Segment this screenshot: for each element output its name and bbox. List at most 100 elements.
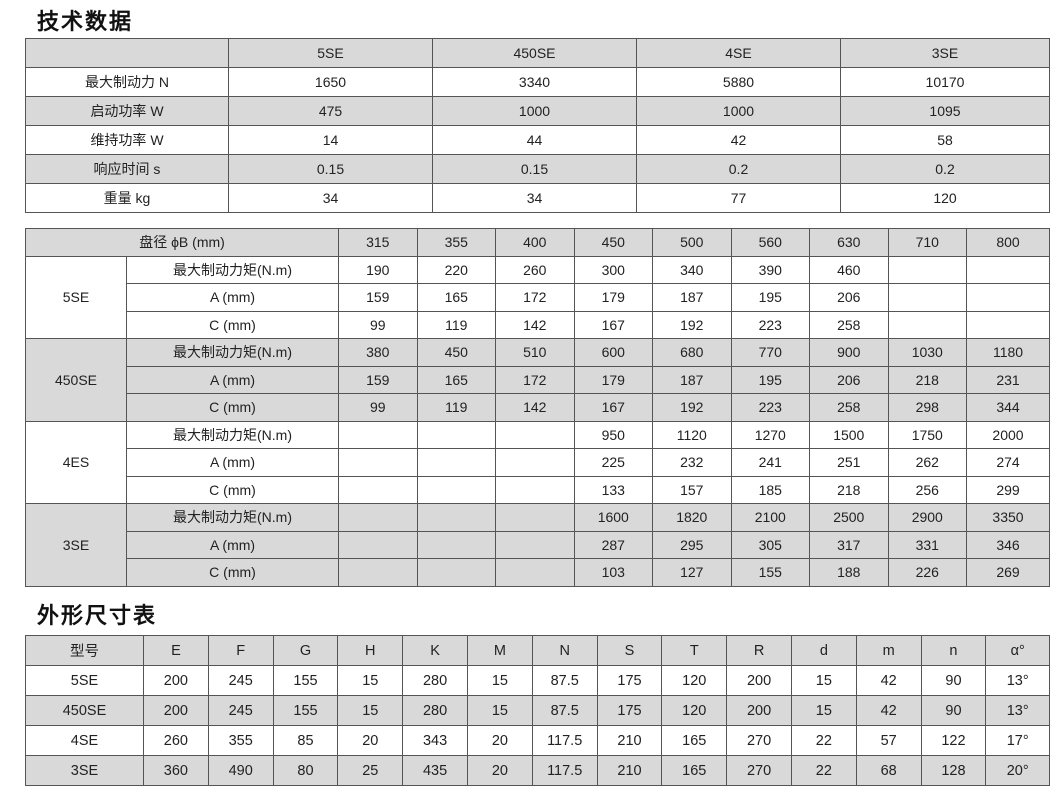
- table-cell: 192: [652, 393, 732, 422]
- table-cell: 206: [809, 283, 889, 312]
- table-cell: 260: [495, 255, 575, 284]
- table-cell: 223: [730, 310, 811, 339]
- table-cell: 87.5: [531, 665, 598, 696]
- table-cell: 225: [573, 448, 654, 477]
- table-cell: 20: [337, 725, 404, 756]
- table-cell: 14: [228, 125, 433, 155]
- table-cell: 77: [636, 183, 841, 213]
- table-cell: 435: [402, 755, 468, 786]
- table-cell: 298: [887, 393, 968, 422]
- table-cell: 15: [790, 665, 857, 696]
- table-row: A (mm) 159 165 172 179 187 195 206 218 231: [25, 365, 1050, 394]
- table-cell: 42: [636, 125, 841, 155]
- column-header: 800: [966, 228, 1050, 257]
- table-cell: 3350: [966, 503, 1050, 532]
- table-cell: 210: [596, 725, 663, 756]
- column-header: H: [337, 635, 404, 666]
- table-cell: 258: [809, 393, 889, 422]
- table-cell: 245: [207, 665, 274, 696]
- table-header-row: 盘径 ϕB (mm) 315 355 400 450 500 560 630 710 800: [24, 228, 1050, 257]
- table-cell: 223: [730, 393, 811, 422]
- table-cell: 380: [338, 338, 418, 367]
- table-cell: 22: [790, 725, 857, 756]
- table-cell: 200: [143, 665, 209, 696]
- table-cell: 510: [495, 338, 575, 367]
- table-cell: 1000: [432, 96, 637, 126]
- column-header: 630: [809, 228, 889, 257]
- table-row: 3SE 最大制动力矩(N.m) 1600 1820 2100 2500 2900 3350: [25, 503, 1050, 587]
- table-cell: [338, 503, 418, 532]
- table-cell: 22: [790, 755, 857, 786]
- table-cell: 1750: [887, 420, 968, 449]
- table-cell: 155: [272, 695, 339, 726]
- table-cell: 120: [840, 183, 1050, 213]
- table-cell: 0.2: [840, 154, 1050, 184]
- table-cell: 190: [338, 255, 418, 284]
- model-label: 5SE: [25, 255, 127, 339]
- table-cell: 13°: [985, 695, 1050, 726]
- column-header: 5SE: [228, 38, 433, 68]
- table-cell: 172: [495, 283, 575, 312]
- table-cell: 157: [652, 475, 732, 504]
- table-cell: [966, 310, 1050, 339]
- table-cell: 390: [730, 255, 811, 284]
- table-cell: 13°: [985, 665, 1050, 696]
- table-cell: 165: [661, 755, 728, 786]
- table-cell: 232: [652, 448, 732, 477]
- column-header: 355: [416, 228, 497, 257]
- table-cell: 87.5: [531, 695, 598, 726]
- tech-data-title: 技术数据: [37, 10, 134, 35]
- row-label: A (mm): [125, 283, 340, 312]
- table-cell: [338, 448, 418, 477]
- column-header: m: [855, 635, 922, 666]
- table-cell: [416, 475, 497, 504]
- table-cell: 142: [495, 393, 575, 422]
- disc-diameter-label: 盘径 ϕB (mm): [24, 228, 340, 257]
- table-cell: 475: [228, 96, 433, 126]
- model-label: 450SE: [25, 338, 127, 422]
- row-label: 重量 kg: [25, 183, 229, 213]
- column-header: 500: [652, 228, 732, 257]
- table-cell: 90: [920, 665, 987, 696]
- table-cell: 260: [143, 725, 209, 756]
- column-header: M: [466, 635, 533, 666]
- disc-diameter-table: 盘径 ϕB (mm) 315 355 400 450 500 560 630 710 800 5SE…: [24, 228, 1050, 587]
- table-cell: 1095: [840, 96, 1050, 126]
- row-label: A (mm): [125, 365, 340, 394]
- column-header: [25, 38, 229, 68]
- table-cell: 1820: [652, 503, 732, 532]
- table-cell: 1000: [636, 96, 841, 126]
- table-cell: 0.15: [228, 154, 433, 184]
- column-header: d: [790, 635, 857, 666]
- table-cell: 200: [143, 695, 209, 726]
- table-cell: 165: [416, 365, 497, 394]
- row-label: 维持功率 W: [25, 125, 229, 155]
- model-label: 4SE: [25, 725, 144, 756]
- table-cell: 1650: [228, 67, 433, 97]
- table-cell: 133: [573, 475, 654, 504]
- table-cell: 122: [920, 725, 987, 756]
- table-row: 3SE 360 490 80 25 435 20 117.5 210 165 270 22 68 128 2…: [25, 755, 1050, 786]
- table-cell: 305: [730, 530, 811, 559]
- table-cell: 42: [855, 695, 922, 726]
- table-cell: 1030: [887, 338, 968, 367]
- table-cell: 1500: [809, 420, 889, 449]
- row-label: 最大制动力 N: [25, 67, 229, 97]
- table-cell: 120: [661, 665, 728, 696]
- column-header: E: [143, 635, 209, 666]
- table-cell: [495, 530, 575, 559]
- table-row: 重量 kg 34 34 77 120: [25, 183, 1050, 213]
- model-label: 4ES: [25, 420, 127, 504]
- table-cell: 287: [573, 530, 654, 559]
- table-cell: 270: [726, 725, 792, 756]
- table-cell: 165: [416, 283, 497, 312]
- table-row: 启动功率 W 475 1000 1000 1095: [25, 96, 1050, 126]
- table-cell: 2500: [809, 503, 889, 532]
- table-cell: 187: [652, 283, 732, 312]
- column-header: α°: [985, 635, 1050, 666]
- column-header: n: [920, 635, 987, 666]
- table-cell: 165: [661, 725, 728, 756]
- column-header: 560: [730, 228, 811, 257]
- tech-data-table: 5SE 450SE 4SE 3SE 最大制动力 N 1650 3340 5880 10170 启动…: [25, 38, 1050, 213]
- row-label: A (mm): [125, 448, 340, 477]
